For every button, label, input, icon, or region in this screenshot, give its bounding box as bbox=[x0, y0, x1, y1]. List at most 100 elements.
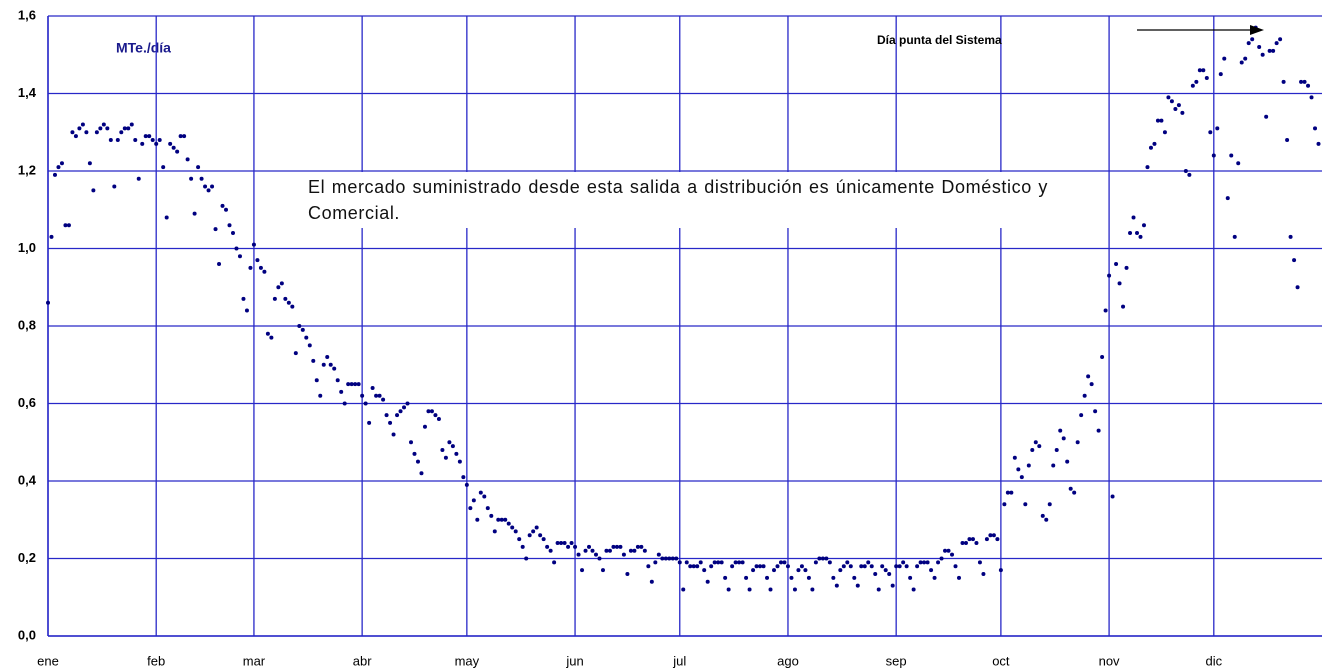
data-point bbox=[381, 397, 386, 402]
data-point bbox=[991, 533, 996, 538]
data-point bbox=[597, 556, 602, 561]
data-point bbox=[87, 161, 92, 166]
data-point bbox=[834, 583, 839, 588]
data-point bbox=[929, 568, 934, 573]
data-point bbox=[1005, 490, 1010, 495]
data-point bbox=[370, 386, 375, 390]
data-point bbox=[531, 529, 536, 534]
data-point bbox=[894, 564, 899, 569]
data-point bbox=[674, 556, 679, 561]
data-point bbox=[716, 560, 721, 565]
data-point bbox=[796, 568, 801, 573]
x-tick-label: ago bbox=[777, 653, 799, 668]
data-point bbox=[852, 575, 857, 580]
data-point bbox=[171, 145, 176, 150]
data-point bbox=[496, 517, 501, 522]
data-point bbox=[213, 227, 218, 232]
data-point bbox=[129, 122, 134, 127]
data-point bbox=[84, 130, 89, 135]
data-point bbox=[782, 560, 787, 565]
data-point bbox=[660, 556, 665, 561]
data-point bbox=[499, 517, 504, 522]
data-point bbox=[1089, 382, 1094, 387]
data-point bbox=[265, 331, 270, 336]
data-point bbox=[1243, 56, 1248, 61]
y-tick-label: 1,6 bbox=[18, 7, 36, 22]
x-tick-label: nov bbox=[1099, 653, 1120, 668]
data-point bbox=[224, 207, 229, 212]
data-point bbox=[1030, 448, 1035, 452]
data-point bbox=[866, 560, 871, 565]
data-point bbox=[1190, 83, 1195, 88]
annotation-arrowhead bbox=[1250, 25, 1264, 35]
data-point bbox=[765, 575, 770, 580]
data-point bbox=[290, 304, 295, 309]
data-point bbox=[286, 300, 291, 305]
y-tick-label: 0,0 bbox=[18, 627, 36, 642]
data-point bbox=[1218, 72, 1223, 77]
data-point bbox=[1068, 486, 1073, 491]
data-point bbox=[1204, 76, 1209, 80]
data-point bbox=[946, 548, 951, 553]
data-point bbox=[712, 560, 717, 565]
data-point bbox=[1183, 169, 1188, 173]
x-tick-label: jun bbox=[565, 653, 583, 668]
data-point bbox=[353, 382, 358, 387]
data-point bbox=[1093, 409, 1098, 414]
x-tick-label: mar bbox=[243, 653, 266, 668]
data-point bbox=[346, 382, 351, 387]
data-point bbox=[695, 564, 700, 569]
data-point bbox=[1121, 304, 1126, 309]
data-point bbox=[244, 308, 249, 313]
data-point bbox=[66, 223, 71, 228]
unit-label: MTe./día bbox=[116, 40, 171, 56]
data-point bbox=[635, 544, 640, 549]
data-point bbox=[237, 254, 242, 259]
data-point bbox=[489, 513, 494, 518]
data-point bbox=[122, 126, 127, 131]
data-point bbox=[450, 444, 455, 449]
data-point bbox=[534, 525, 539, 530]
data-point bbox=[873, 572, 878, 576]
data-point bbox=[402, 405, 407, 410]
data-point bbox=[77, 126, 82, 131]
data-point bbox=[785, 564, 790, 569]
data-point bbox=[761, 564, 766, 569]
data-point bbox=[321, 362, 326, 367]
data-point bbox=[628, 548, 633, 553]
data-point bbox=[210, 184, 215, 189]
data-point bbox=[157, 138, 162, 142]
data-point bbox=[1285, 138, 1290, 142]
data-point bbox=[897, 564, 902, 569]
data-point bbox=[325, 355, 330, 359]
data-point bbox=[258, 265, 263, 270]
data-point bbox=[587, 544, 592, 549]
data-point bbox=[1309, 95, 1314, 100]
data-point bbox=[1194, 79, 1199, 84]
data-point bbox=[1292, 258, 1297, 263]
data-point bbox=[1152, 141, 1157, 146]
data-point bbox=[545, 544, 550, 549]
data-point bbox=[1141, 223, 1146, 228]
data-point bbox=[974, 541, 979, 545]
data-point bbox=[147, 134, 152, 139]
data-point bbox=[744, 575, 749, 580]
data-point bbox=[447, 440, 452, 445]
data-point bbox=[279, 281, 284, 286]
data-point bbox=[848, 564, 853, 569]
data-point bbox=[562, 541, 567, 545]
data-point bbox=[1100, 355, 1105, 359]
x-tick-label: dic bbox=[1205, 653, 1222, 668]
data-point bbox=[618, 544, 623, 549]
data-point bbox=[932, 575, 937, 580]
data-point bbox=[1306, 83, 1311, 88]
data-point bbox=[328, 362, 333, 367]
data-point bbox=[91, 188, 96, 193]
data-point bbox=[1215, 126, 1220, 131]
x-tick-label: ene bbox=[37, 653, 59, 668]
data-point bbox=[1267, 48, 1272, 53]
x-tick-label: sep bbox=[886, 653, 907, 668]
data-point bbox=[196, 165, 201, 170]
data-point bbox=[1138, 234, 1143, 239]
data-point bbox=[293, 351, 298, 356]
